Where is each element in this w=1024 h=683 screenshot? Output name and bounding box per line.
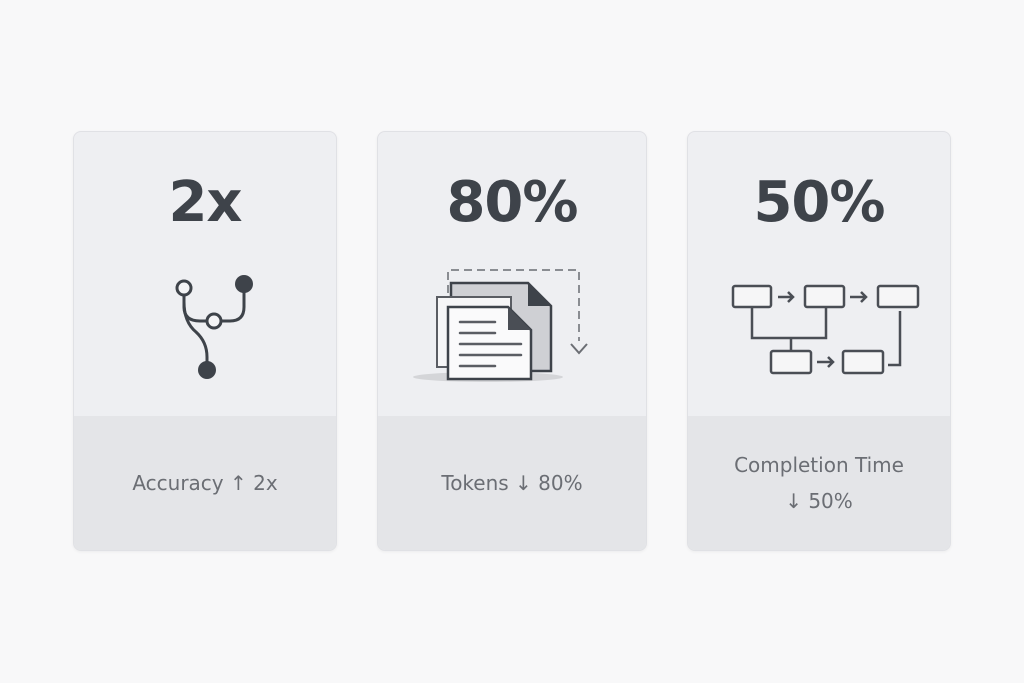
metric-label-line-2: ↓ 50%	[785, 489, 853, 513]
accuracy-card: 2x Accuracy ↑ 2x	[73, 131, 337, 551]
documents-compress-icon	[413, 269, 588, 382]
metric-label: Tokens ↓ 80%	[441, 471, 583, 495]
stat-value: 50%	[753, 170, 885, 235]
stat-value: 80%	[446, 170, 578, 235]
completion-time-card: 50% Completion Time ↓ 50%	[687, 131, 951, 551]
tokens-card: 80% Tokens ↓ 80%	[377, 131, 647, 551]
metric-label-line-1: Completion Time	[734, 453, 904, 477]
workflow-icon	[731, 284, 920, 375]
branch-graph-icon	[175, 275, 253, 379]
metric-label: Completion Time ↓ 50%	[734, 447, 904, 519]
metric-label: Accuracy ↑ 2x	[132, 471, 278, 495]
card-footer: Completion Time ↓ 50%	[688, 416, 950, 550]
stat-value: 2x	[168, 170, 242, 235]
card-footer: Accuracy ↑ 2x	[74, 416, 336, 550]
card-footer: Tokens ↓ 80%	[378, 416, 646, 550]
